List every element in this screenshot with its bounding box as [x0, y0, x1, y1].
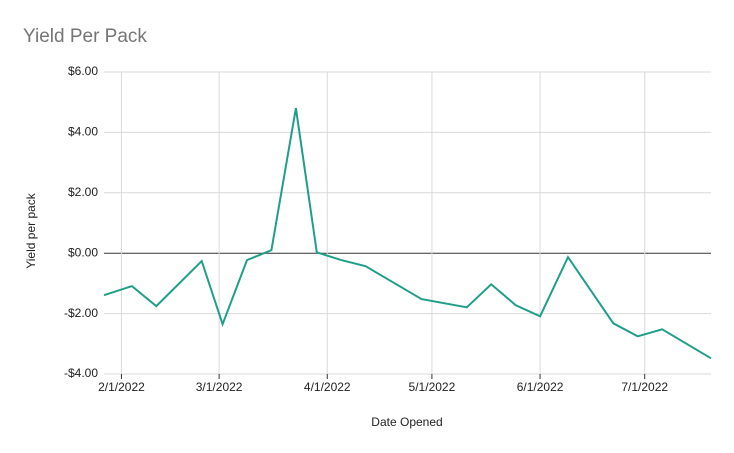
data-line	[103, 108, 712, 360]
x-axis-label: Date Opened	[371, 415, 442, 429]
y-tick-label: $2.00	[68, 185, 98, 199]
y-tick-label: -$2.00	[64, 306, 98, 320]
x-tick-label: 7/1/2022	[621, 380, 668, 394]
x-tick-label: 5/1/2022	[409, 380, 456, 394]
y-axis-label: Yield per pack	[24, 192, 38, 269]
y-tick-label: $4.00	[68, 125, 98, 139]
x-tick-label: 2/1/2022	[98, 380, 145, 394]
chart-title: Yield Per Pack	[23, 26, 147, 47]
x-tick-label: 6/1/2022	[517, 380, 564, 394]
y-tick-label: $6.00	[68, 64, 98, 78]
x-tick-label: 4/1/2022	[304, 380, 351, 394]
y-tick-label: -$4.00	[64, 366, 98, 380]
x-tick-label: 3/1/2022	[196, 380, 243, 394]
y-tick-label: $0.00	[68, 245, 98, 259]
